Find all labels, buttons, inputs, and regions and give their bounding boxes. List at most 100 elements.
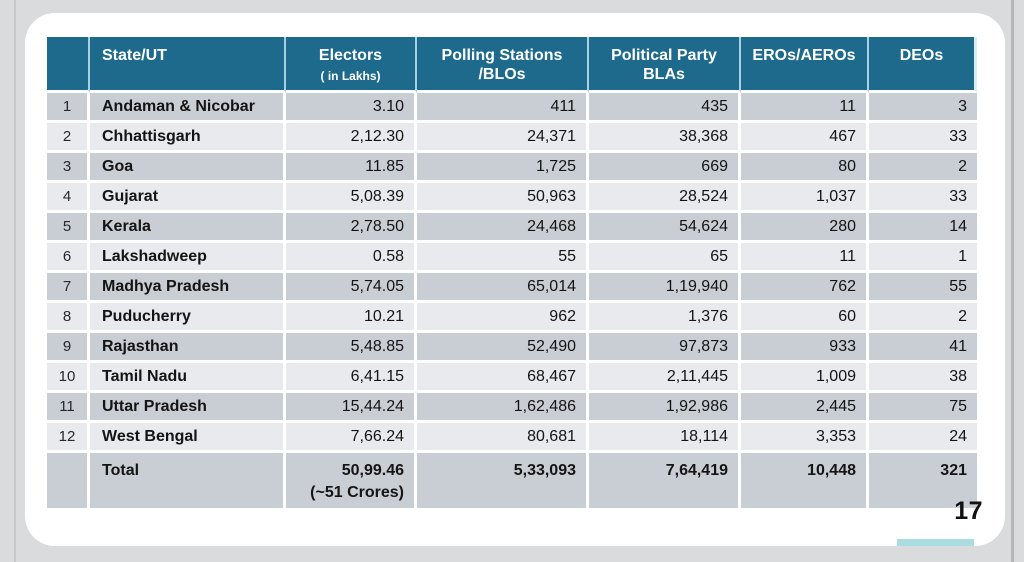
electoral-statistics-table: State/UT Electors ( in Lakhs) Polling St… <box>47 37 977 511</box>
eros-aeros-cell: 11 <box>741 243 869 273</box>
row-number: 3 <box>47 153 90 183</box>
electors-cell: 5,48.85 <box>286 333 417 363</box>
header-eros-aeros: EROs/AEROs <box>741 37 869 93</box>
party-blas-cell: 38,368 <box>589 123 741 153</box>
eros-aeros-cell: 60 <box>741 303 869 333</box>
party-blas-cell: 2,11,445 <box>589 363 741 393</box>
electors-cell: 7,66.24 <box>286 423 417 453</box>
electors-cell: 2,78.50 <box>286 213 417 243</box>
eros-aeros-cell: 1,009 <box>741 363 869 393</box>
total-electors-value: 50,99.46 <box>341 462 404 479</box>
table-row: 6 Lakshadweep 0.58 55 65 11 1 <box>47 243 977 273</box>
row-number: 8 <box>47 303 90 333</box>
deos-cell: 41 <box>869 333 977 363</box>
electors-cell: 2,12.30 <box>286 123 417 153</box>
state-cell: West Bengal <box>90 423 286 453</box>
deos-cell: 38 <box>869 363 977 393</box>
table-row: 11 Uttar Pradesh 15,44.24 1,62,486 1,92,… <box>47 393 977 423</box>
header-state-ut: State/UT <box>90 37 286 93</box>
row-number <box>47 453 90 511</box>
party-blas-cell: 1,19,940 <box>589 273 741 303</box>
row-number: 11 <box>47 393 90 423</box>
state-cell: Gujarat <box>90 183 286 213</box>
state-cell: Madhya Pradesh <box>90 273 286 303</box>
header-polling-line1: Polling Stations <box>441 47 563 64</box>
total-label: Total <box>90 453 286 511</box>
deos-cell: 1 <box>869 243 977 273</box>
row-number: 4 <box>47 183 90 213</box>
table-row: 1 Andaman & Nicobar 3.10 411 435 11 3 <box>47 93 977 123</box>
deos-cell: 33 <box>869 183 977 213</box>
total-party-blas-cell: 7,64,419 <box>589 453 741 511</box>
party-blas-cell: 669 <box>589 153 741 183</box>
state-cell: Rajasthan <box>90 333 286 363</box>
row-number: 6 <box>47 243 90 273</box>
table-header-row: State/UT Electors ( in Lakhs) Polling St… <box>47 37 977 93</box>
polling-stations-cell: 1,62,486 <box>417 393 589 423</box>
header-polling-line2: /BLOs <box>478 66 526 83</box>
header-electors-label: Electors <box>318 47 383 64</box>
deos-cell: 75 <box>869 393 977 423</box>
table-row: 12 West Bengal 7,66.24 80,681 18,114 3,3… <box>47 423 977 453</box>
state-cell: Goa <box>90 153 286 183</box>
party-blas-cell: 54,624 <box>589 213 741 243</box>
table-total-row: Total 50,99.46 (~51 Crores) 5,33,093 7,6… <box>47 453 977 511</box>
total-eros-aeros-cell: 10,448 <box>741 453 869 511</box>
row-number: 12 <box>47 423 90 453</box>
electors-cell: 10.21 <box>286 303 417 333</box>
table-row: 2 Chhattisgarh 2,12.30 24,371 38,368 467… <box>47 123 977 153</box>
deos-cell: 55 <box>869 273 977 303</box>
eros-aeros-cell: 11 <box>741 93 869 123</box>
deos-cell: 2 <box>869 153 977 183</box>
party-blas-cell: 28,524 <box>589 183 741 213</box>
row-number: 5 <box>47 213 90 243</box>
table-row: 4 Gujarat 5,08.39 50,963 28,524 1,037 33 <box>47 183 977 213</box>
state-cell: Puducherry <box>90 303 286 333</box>
total-deos-cell: 321 <box>869 453 977 511</box>
party-blas-cell: 435 <box>589 93 741 123</box>
state-cell: Lakshadweep <box>90 243 286 273</box>
party-blas-cell: 18,114 <box>589 423 741 453</box>
header-party-blas: Political Party BLAs <box>589 37 741 93</box>
eros-aeros-cell: 933 <box>741 333 869 363</box>
total-electors-crores: (~51 Crores) <box>310 484 404 501</box>
polling-stations-cell: 80,681 <box>417 423 589 453</box>
eros-aeros-cell: 280 <box>741 213 869 243</box>
row-number: 1 <box>47 93 90 123</box>
total-electors-cell: 50,99.46 (~51 Crores) <box>286 453 417 511</box>
party-blas-cell: 1,376 <box>589 303 741 333</box>
polling-stations-cell: 65,014 <box>417 273 589 303</box>
header-electors: Electors ( in Lakhs) <box>286 37 417 93</box>
polling-stations-cell: 962 <box>417 303 589 333</box>
row-number: 10 <box>47 363 90 393</box>
deos-cell: 14 <box>869 213 977 243</box>
party-blas-cell: 97,873 <box>589 333 741 363</box>
polling-stations-cell: 24,468 <box>417 213 589 243</box>
state-cell: Andaman & Nicobar <box>90 93 286 123</box>
deos-cell: 2 <box>869 303 977 333</box>
eros-aeros-cell: 1,037 <box>741 183 869 213</box>
eros-aeros-cell: 3,353 <box>741 423 869 453</box>
table-row: 9 Rajasthan 5,48.85 52,490 97,873 933 41 <box>47 333 977 363</box>
viewport-edge-right <box>1011 0 1014 562</box>
table-row: 10 Tamil Nadu 6,41.15 68,467 2,11,445 1,… <box>47 363 977 393</box>
eros-aeros-cell: 762 <box>741 273 869 303</box>
polling-stations-cell: 1,725 <box>417 153 589 183</box>
polling-stations-cell: 52,490 <box>417 333 589 363</box>
polling-stations-cell: 68,467 <box>417 363 589 393</box>
viewport-edge-left <box>14 0 16 562</box>
state-cell: Chhattisgarh <box>90 123 286 153</box>
presentation-slide: State/UT Electors ( in Lakhs) Polling St… <box>25 13 1005 546</box>
header-deos: DEOs <box>869 37 977 93</box>
eros-aeros-cell: 467 <box>741 123 869 153</box>
header-electors-unit: ( in Lakhs) <box>320 69 381 83</box>
state-cell: Uttar Pradesh <box>90 393 286 423</box>
total-polling-stations-cell: 5,33,093 <box>417 453 589 511</box>
polling-stations-cell: 24,371 <box>417 123 589 153</box>
header-party-line1: Political Party <box>611 47 717 64</box>
deos-cell: 3 <box>869 93 977 123</box>
eros-aeros-cell: 2,445 <box>741 393 869 423</box>
party-blas-cell: 65 <box>589 243 741 273</box>
row-number: 7 <box>47 273 90 303</box>
header-corner-cell <box>47 37 90 93</box>
